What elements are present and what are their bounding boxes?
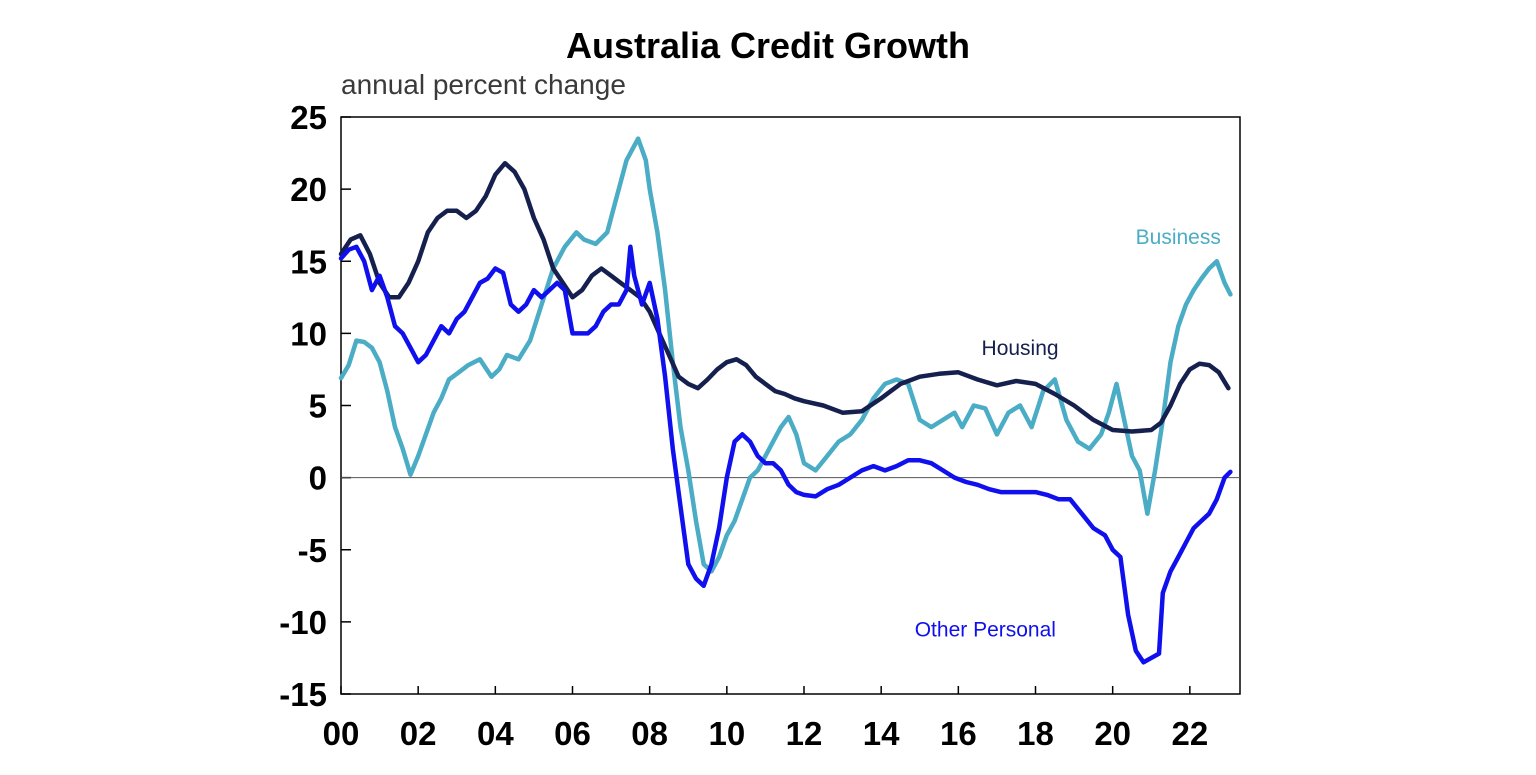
x-tick-label: 06: [554, 715, 591, 752]
y-tick-label: -10: [279, 604, 327, 641]
x-tick-label: 12: [786, 715, 823, 752]
series-line-housing: [338, 160, 1231, 434]
y-tick-label: 15: [290, 243, 327, 280]
y-tick-label: -15: [279, 676, 327, 713]
x-tick-label: 16: [940, 715, 977, 752]
plot-area-frame: [340, 116, 1241, 695]
series-line-other-personal: [338, 244, 1233, 665]
x-tick-label: 10: [708, 715, 745, 752]
x-tick-label: 04: [477, 715, 514, 752]
y-axis: 25 20 15 10 5 0 -5 -10 -15: [279, 99, 351, 713]
x-tick-label: 22: [1171, 715, 1208, 752]
series-line-business: [338, 136, 1233, 574]
series-label-other-personal: Other Personal: [915, 618, 1056, 641]
x-tick-label: 18: [1017, 715, 1054, 752]
series-label-business: Business: [1136, 226, 1221, 249]
y-tick-label: 25: [290, 99, 327, 136]
x-axis: 00 02 04 06 08 10 12 14 16 18 20 22: [323, 686, 1208, 752]
y-tick-label: 10: [290, 315, 327, 352]
y-tick-label: 20: [290, 171, 327, 208]
y-tick-label: 0: [309, 460, 327, 497]
x-tick-label: 20: [1094, 715, 1131, 752]
x-tick-label: 00: [323, 715, 360, 752]
x-tick-label: 14: [863, 715, 900, 752]
chart-subtitle: annual percent change: [341, 69, 626, 100]
series-label-housing: Housing: [982, 337, 1059, 360]
series-group: [338, 136, 1233, 665]
y-tick-label: -5: [298, 532, 327, 569]
series-labels: Business Housing Other Personal: [915, 226, 1221, 641]
y-tick-label: 5: [309, 388, 327, 425]
chart-title: Australia Credit Growth: [566, 25, 970, 66]
x-tick-label: 02: [400, 715, 437, 752]
x-tick-label: 08: [631, 715, 668, 752]
